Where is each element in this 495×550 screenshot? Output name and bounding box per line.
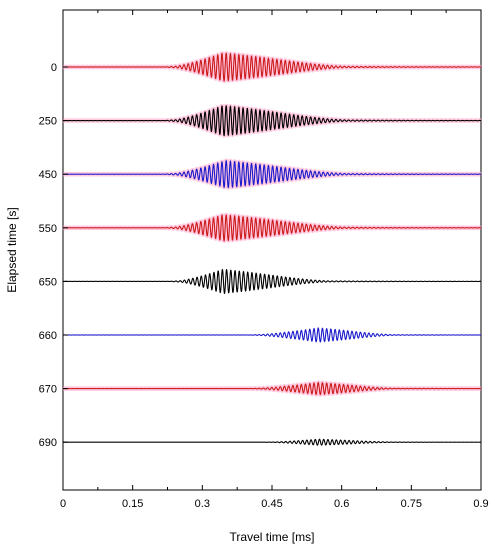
y-tick-label: 250 xyxy=(39,116,57,128)
y-axis-title: Elapsed time [s] xyxy=(5,207,19,292)
y-tick-label: 690 xyxy=(39,437,57,449)
trace-line xyxy=(62,327,482,343)
x-axis-title: Travel time [ms] xyxy=(230,530,315,544)
y-tick-label: 650 xyxy=(39,276,57,288)
y-tick-label: 0 xyxy=(51,62,57,74)
trace-line xyxy=(62,105,482,137)
trace-line xyxy=(62,438,482,446)
x-tick-label: 0.3 xyxy=(195,498,210,510)
x-tick-label: 0.9 xyxy=(473,498,488,510)
trace-line xyxy=(62,268,482,295)
trace-line xyxy=(62,52,482,82)
y-tick-label: 670 xyxy=(39,384,57,396)
y-axis: 0 250 450 550 650 660 670 690 xyxy=(39,62,68,449)
x-tick-label: 0.45 xyxy=(261,498,282,510)
x-axis: 0 0.15 0.3 0.45 0.6 0.75 0.9 xyxy=(60,10,489,510)
x-tick-label: 0 xyxy=(60,498,66,510)
y-tick-label: 450 xyxy=(39,169,57,181)
plot-frame xyxy=(62,9,482,491)
x-tick-label: 0.75 xyxy=(401,498,422,510)
trace-line xyxy=(62,160,482,189)
trace-line xyxy=(62,214,482,242)
x-tick-label: 0.15 xyxy=(122,498,143,510)
x-tick-label: 0.6 xyxy=(334,498,349,510)
y-tick-label: 660 xyxy=(39,330,57,342)
y-tick-label: 550 xyxy=(39,223,57,235)
traces-layer xyxy=(61,50,483,446)
trace-line xyxy=(62,381,482,396)
